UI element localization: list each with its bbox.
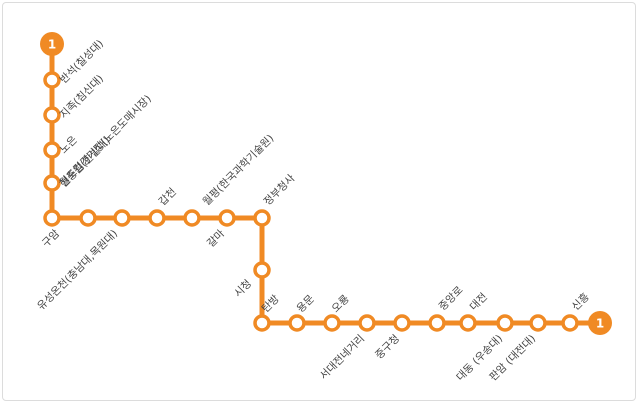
terminal-badge <box>588 311 612 335</box>
station-marker[interactable] <box>496 314 514 332</box>
station-marker[interactable] <box>428 314 446 332</box>
station-marker[interactable] <box>358 314 376 332</box>
station-label: 대전 <box>468 291 490 313</box>
terminal-start[interactable]: 1 <box>40 32 64 56</box>
station-marker[interactable] <box>288 314 306 332</box>
station-marker[interactable] <box>253 261 271 279</box>
station-label: 중앙로 <box>437 284 466 313</box>
station-marker[interactable] <box>79 209 97 227</box>
station-label: 정부청사 <box>262 172 298 208</box>
station-label: 시청 <box>232 278 254 300</box>
route-line <box>49 44 600 326</box>
station-label: 오룡 <box>330 293 352 315</box>
station-marker[interactable] <box>183 209 201 227</box>
station-label: 중구청 <box>373 333 402 362</box>
station-marker[interactable] <box>529 314 547 332</box>
station-label: 신흥 <box>569 290 592 313</box>
station-label: 갈마 <box>204 227 227 250</box>
station-label: 서대전네거리 <box>318 333 367 382</box>
station-marker[interactable] <box>113 209 131 227</box>
station-marker[interactable] <box>43 141 61 159</box>
station-marker[interactable] <box>459 314 477 332</box>
station-label: 노은 <box>58 134 80 156</box>
station-label: 구암 <box>40 227 62 249</box>
station-marker[interactable] <box>253 209 271 227</box>
station-marker[interactable] <box>43 209 61 227</box>
station-marker[interactable] <box>43 174 61 192</box>
line-number-label: 1 <box>596 317 604 331</box>
station-marker[interactable] <box>43 106 61 124</box>
map-frame <box>2 2 636 401</box>
station-marker[interactable] <box>253 314 271 332</box>
station-marker[interactable] <box>323 314 341 332</box>
station-label: 용문 <box>295 293 317 315</box>
station-marker[interactable] <box>561 314 579 332</box>
station-marker[interactable] <box>218 209 236 227</box>
terminal-end[interactable]: 1 <box>588 311 612 335</box>
station-marker[interactable] <box>43 71 61 89</box>
station-label: 갑천 <box>157 186 179 208</box>
station-marker[interactable] <box>393 314 411 332</box>
station-marker[interactable] <box>148 209 166 227</box>
terminal-badge <box>40 32 64 56</box>
line-number-label: 1 <box>48 38 56 52</box>
